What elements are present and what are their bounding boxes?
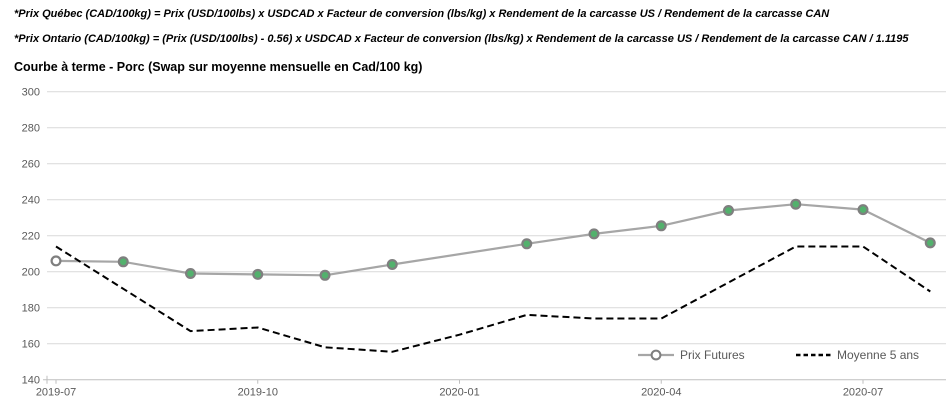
data-point-marker bbox=[386, 259, 398, 271]
formula-prix-quebec: *Prix Québec (CAD/100kg) = Prix (USD/100… bbox=[14, 8, 830, 20]
y-axis-label: 140 bbox=[22, 375, 40, 387]
data-point-marker bbox=[185, 268, 197, 280]
chart-title: Courbe à terme - Porc (Swap sur moyenne … bbox=[14, 60, 423, 74]
y-axis-label: 260 bbox=[22, 159, 40, 171]
data-point-marker bbox=[252, 268, 264, 280]
legend-label-prix-futures: Prix Futures bbox=[680, 348, 745, 362]
data-point-marker bbox=[521, 238, 533, 250]
data-point-marker bbox=[655, 220, 667, 232]
data-point-marker bbox=[924, 237, 936, 249]
legend-prix-futures-marker bbox=[650, 349, 662, 361]
x-axis-label: 2019-07 bbox=[36, 387, 76, 399]
y-axis-label: 200 bbox=[22, 267, 40, 279]
data-point-marker bbox=[722, 205, 734, 217]
y-axis-label: 160 bbox=[22, 339, 40, 351]
data-point-marker bbox=[857, 204, 869, 216]
x-axis-label: 2020-01 bbox=[439, 387, 479, 399]
y-axis-label: 180 bbox=[22, 303, 40, 315]
formula-prix-ontario: *Prix Ontario (CAD/100kg) = (Prix (USD/1… bbox=[14, 33, 909, 45]
legend-label-moyenne-5-ans: Moyenne 5 ans bbox=[837, 348, 919, 362]
x-axis-label: 2020-04 bbox=[641, 387, 681, 399]
y-axis-label: 240 bbox=[22, 195, 40, 207]
y-axis-label: 300 bbox=[22, 87, 40, 99]
y-axis-label: 280 bbox=[22, 123, 40, 135]
x-axis-label: 2019-10 bbox=[238, 387, 278, 399]
data-point-marker bbox=[790, 198, 802, 210]
moyenne-5-ans-line bbox=[55, 245, 931, 353]
prix-futures-line bbox=[55, 203, 931, 277]
data-point-marker bbox=[319, 269, 331, 281]
data-point-marker bbox=[50, 255, 62, 267]
y-axis-label: 220 bbox=[22, 231, 40, 243]
x-axis-label: 2020-07 bbox=[843, 387, 883, 399]
data-point-marker bbox=[117, 256, 129, 268]
data-point-marker bbox=[588, 228, 600, 240]
